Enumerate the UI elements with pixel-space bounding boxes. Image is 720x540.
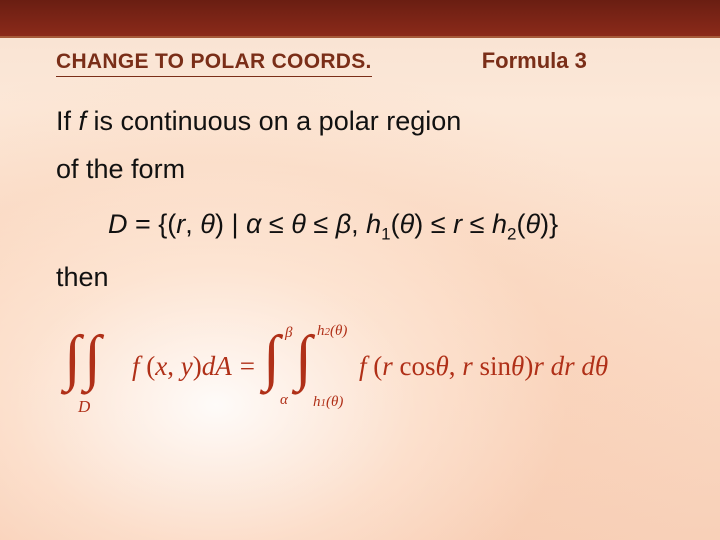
integral-equation: ∫ ∫ D f (x, y)dA = ∫ β α ∫ h2(θ) h1(θ) f… (0, 293, 720, 401)
var-theta: θ (436, 351, 449, 381)
inner-integral: ∫ h2(θ) h1(θ) (295, 331, 353, 401)
body-line-1: If f is continuous on a polar region (0, 77, 720, 143)
diff-d: d (544, 351, 564, 381)
lhs-integrand: f (x, y)dA (128, 351, 232, 382)
var-r: r (453, 209, 462, 239)
var-theta: θ (525, 209, 540, 239)
double-integral: ∫ ∫ D (64, 331, 128, 401)
text: , (449, 351, 463, 381)
limit-lower: α (280, 392, 288, 409)
text: , (185, 209, 200, 239)
var-f: f (79, 106, 87, 136)
header-row: CHANGE TO POLAR COORDS. Formula 3 (0, 38, 720, 77)
var-r: r (176, 209, 185, 239)
text: ≤ (306, 209, 336, 239)
diff-d: d (575, 351, 595, 381)
var-r: r (462, 351, 473, 381)
region-D: D (78, 397, 90, 417)
limit-upper: β (285, 325, 292, 342)
then-line: then (0, 244, 720, 293)
var-theta: θ (291, 209, 306, 239)
var-h: h (366, 209, 381, 239)
text: = {( (128, 209, 177, 239)
arg: (θ) (330, 323, 347, 339)
var-r: r (564, 351, 575, 381)
sin: sin (473, 351, 511, 381)
text: ( (391, 209, 400, 239)
var-A: A (215, 351, 232, 381)
var-theta: θ (200, 209, 215, 239)
text: ) (524, 351, 533, 381)
text: ≤ (462, 209, 492, 239)
text: is continuous on a polar region (86, 106, 461, 136)
text: ) | (215, 209, 246, 239)
text: ( (366, 351, 382, 381)
slide-heading: CHANGE TO POLAR COORDS. (56, 50, 372, 77)
var-f: f (132, 351, 140, 381)
integral-icon: ∫ (263, 327, 280, 389)
sub-1: 1 (381, 224, 390, 243)
limit-upper: h2(θ) (317, 323, 347, 340)
top-bar (0, 0, 720, 38)
var-theta: θ (400, 209, 415, 239)
text: ) (193, 351, 202, 381)
var-x: x (155, 351, 167, 381)
arg: (θ) (326, 394, 343, 410)
rhs-integrand: f (r cosθ, r sinθ)r dr dθ (353, 351, 608, 382)
outer-integral: ∫ β α (263, 331, 295, 401)
var-theta: θ (511, 351, 524, 381)
integral-icon: ∫ (84, 327, 101, 389)
var-y: y (181, 351, 193, 381)
equals: = (232, 351, 263, 382)
text: )} (540, 209, 558, 239)
formula-label: Formula 3 (482, 48, 587, 74)
integral-icon: ∫ (64, 327, 81, 389)
text: ≤ (261, 209, 291, 239)
text: ( (140, 351, 156, 381)
limit-lower: h1(θ) (313, 394, 343, 411)
var-r: r (382, 351, 393, 381)
set-definition: D = {(r, θ) | α ≤ θ ≤ β, h1(θ) ≤ r ≤ h2(… (0, 191, 720, 244)
cos: cos (393, 351, 436, 381)
body-line-2: of the form (0, 143, 720, 191)
diff-d: d (202, 351, 216, 381)
var-D: D (108, 209, 128, 239)
text: , (351, 209, 366, 239)
text: ) ≤ (414, 209, 453, 239)
var-beta: β (336, 209, 351, 239)
var-theta: θ (595, 351, 608, 381)
text: If (56, 106, 79, 136)
var-r: r (533, 351, 544, 381)
var-h: h (492, 209, 507, 239)
integral-row: ∫ ∫ D f (x, y)dA = ∫ β α ∫ h2(θ) h1(θ) f… (64, 331, 720, 401)
text: , (167, 351, 181, 381)
integral-icon: ∫ (295, 327, 312, 389)
var-alpha: α (246, 209, 261, 239)
